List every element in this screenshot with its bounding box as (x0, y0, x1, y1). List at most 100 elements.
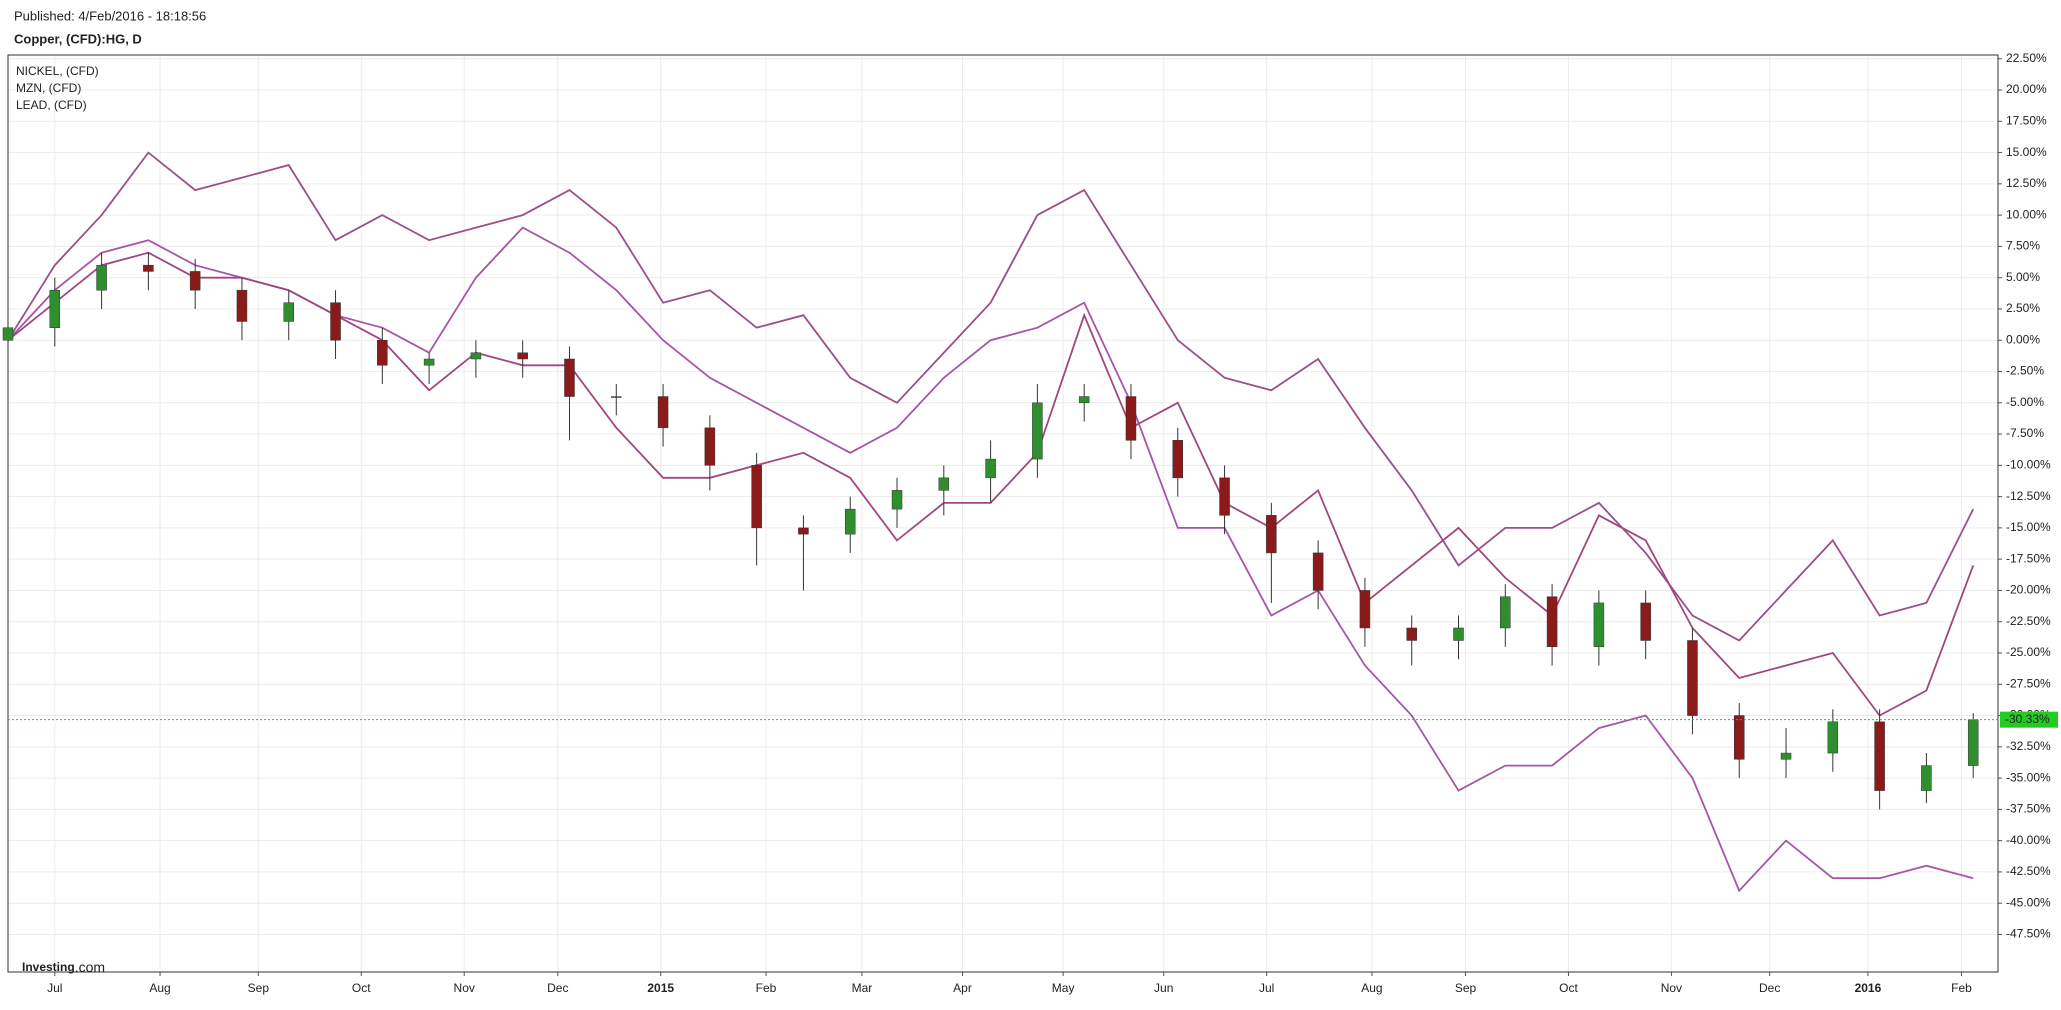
y-tick-label: -12.50% (2006, 489, 2051, 503)
candle-body (1078, 396, 1090, 404)
y-tick-label: -17.50% (2006, 551, 2051, 565)
candle-body (1967, 719, 1979, 766)
y-tick-label: -35.00% (2006, 770, 2051, 784)
logo-name: Investing (22, 960, 75, 974)
x-tick-label: Aug (149, 981, 170, 995)
x-tick-label: Apr (953, 981, 972, 995)
x-tick-label: Sep (1455, 981, 1477, 995)
candle-body (1266, 515, 1277, 554)
y-tick-label: -27.50% (2006, 676, 2051, 690)
x-tick-label: Oct (352, 981, 371, 995)
y-tick-label: 10.00% (2006, 207, 2047, 221)
y-tick-label: -25.00% (2006, 645, 2051, 659)
candle-body (423, 358, 435, 366)
x-tick-label: 2015 (647, 981, 674, 995)
y-tick-label: -5.00% (2006, 395, 2044, 409)
x-tick-label: Nov (1661, 981, 1682, 995)
y-tick-label: -20.00% (2006, 583, 2051, 597)
candle-body (1921, 765, 1932, 791)
x-tick-label: Aug (1361, 981, 1382, 995)
candle-body (985, 458, 996, 479)
x-tick-label: Feb (756, 981, 777, 995)
x-tick-label: Jun (1154, 981, 1173, 995)
candle-body (1125, 396, 1137, 441)
y-tick-label: -32.50% (2006, 739, 2051, 753)
y-tick-label: 5.00% (2006, 270, 2040, 284)
candle-body (704, 427, 716, 466)
candle-body (1593, 602, 1605, 647)
x-tick-label: Oct (1559, 981, 1578, 995)
candle-body (96, 264, 107, 291)
candle-body (1780, 752, 1792, 760)
y-tick-label: 12.50% (2006, 176, 2047, 190)
y-tick-label: -2.50% (2006, 364, 2044, 378)
candle-body (2, 327, 14, 341)
candle-body (1640, 602, 1651, 641)
candle-body (1500, 596, 1511, 629)
candle-body (1312, 552, 1324, 591)
y-tick-label: -37.50% (2006, 802, 2051, 816)
y-tick-label: 20.00% (2006, 82, 2047, 96)
candle-body (1546, 596, 1558, 647)
x-tick-label: 2016 (1855, 981, 1882, 995)
logo: Investing.com (22, 959, 105, 975)
last-value-tag (2000, 711, 2058, 728)
y-tick-label: -7.50% (2006, 426, 2044, 440)
candle-body (236, 289, 248, 322)
candle-body (189, 271, 201, 291)
candle-body (330, 302, 341, 341)
candle-body (1733, 715, 1745, 760)
x-tick-label: May (1052, 981, 1075, 995)
candle-body (751, 465, 762, 529)
y-tick-label: -45.00% (2006, 895, 2051, 909)
candle-body (564, 358, 575, 397)
candle-body (1032, 402, 1043, 460)
y-tick-label: -15.00% (2006, 520, 2051, 534)
y-tick-label: -10.00% (2006, 458, 2051, 472)
y-tick-label: 2.50% (2006, 301, 2040, 315)
x-tick-label: Nov (454, 981, 475, 995)
y-tick-label: 0.00% (2006, 332, 2040, 346)
series-line (7, 151, 1975, 642)
y-tick-label: -22.50% (2006, 614, 2051, 628)
y-tick-label: 7.50% (2006, 239, 2040, 253)
published: Published: 4/Feb/2016 - 18:18:56 (14, 8, 206, 23)
candle-body (143, 264, 154, 272)
logo-suffix: .com (75, 959, 105, 975)
y-tick-label: -47.50% (2006, 927, 2051, 941)
legend-entry: NICKEL, (CFD) (16, 64, 99, 78)
candle-body (1827, 721, 1839, 754)
x-tick-label: Dec (547, 981, 568, 995)
legend-entry: MZN, (CFD) (16, 81, 81, 95)
chart-title: Copper, (CFD):HG, D (14, 31, 142, 46)
x-tick-label: Dec (1759, 981, 1780, 995)
y-tick-label: -42.50% (2006, 864, 2051, 878)
y-tick-label: 22.50% (2006, 51, 2047, 65)
candle-body (611, 396, 622, 398)
candle-body (283, 302, 294, 322)
candle-body (1219, 477, 1230, 516)
candle-body (470, 352, 482, 360)
legend-entry: LEAD, (CFD) (16, 98, 87, 112)
last-value-label: -30.33% (2005, 712, 2050, 726)
candle-body (1874, 721, 1885, 791)
candle-body (1453, 627, 1464, 641)
y-tick-label: 17.50% (2006, 113, 2047, 127)
candle-body (657, 396, 669, 429)
candle-body (891, 490, 903, 510)
x-tick-label: Feb (1951, 981, 1972, 995)
candle-body (49, 289, 61, 328)
x-tick-label: Jul (1259, 981, 1274, 995)
candle-body (377, 339, 388, 366)
candle-body (517, 352, 528, 360)
candle-body (1359, 590, 1371, 629)
candle-body (798, 527, 809, 535)
plot-frame (7, 54, 1999, 973)
candle-body (1687, 640, 1698, 716)
x-tick-label: Jul (47, 981, 62, 995)
x-tick-label: Mar (852, 981, 873, 995)
y-tick-label: -40.00% (2006, 833, 2051, 847)
candle-body (1172, 440, 1184, 479)
candle-body (844, 508, 856, 535)
